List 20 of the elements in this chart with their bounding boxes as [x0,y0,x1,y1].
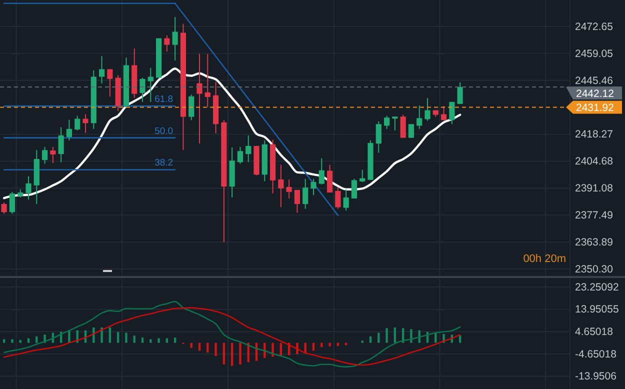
y-tick-label: 2459.05 [575,48,614,60]
y-tick-label: 2350.30 [575,263,614,276]
y-tick-label: 2445.46 [575,74,614,87]
text: 00h 20m [523,253,566,265]
y-tick-label: 2404.68 [575,156,614,168]
y-tick-label: 13.95055 [575,304,619,316]
ref-line-label: 2431.92 [576,102,614,114]
y-tick-label: 2363.89 [575,236,614,248]
y-tick-label: 2418.27 [575,128,614,141]
y-tick-label: 2377.49 [575,210,614,222]
ref-line-label: 2442.12 [576,88,614,100]
y-tick-label: 23.25092 [575,281,619,294]
series-label: 38.2 [154,158,174,169]
y-tick-label: 4.65018 [575,326,614,338]
series-label: 50.0 [154,126,174,137]
y-tick-label: -4.65018 [575,348,617,360]
y-tick-label: 2472.65 [575,20,614,33]
y-tick-label: 2391.08 [575,182,614,195]
series-label: 61.8 [154,94,174,106]
y-tick-label: -13.9506 [575,370,617,383]
